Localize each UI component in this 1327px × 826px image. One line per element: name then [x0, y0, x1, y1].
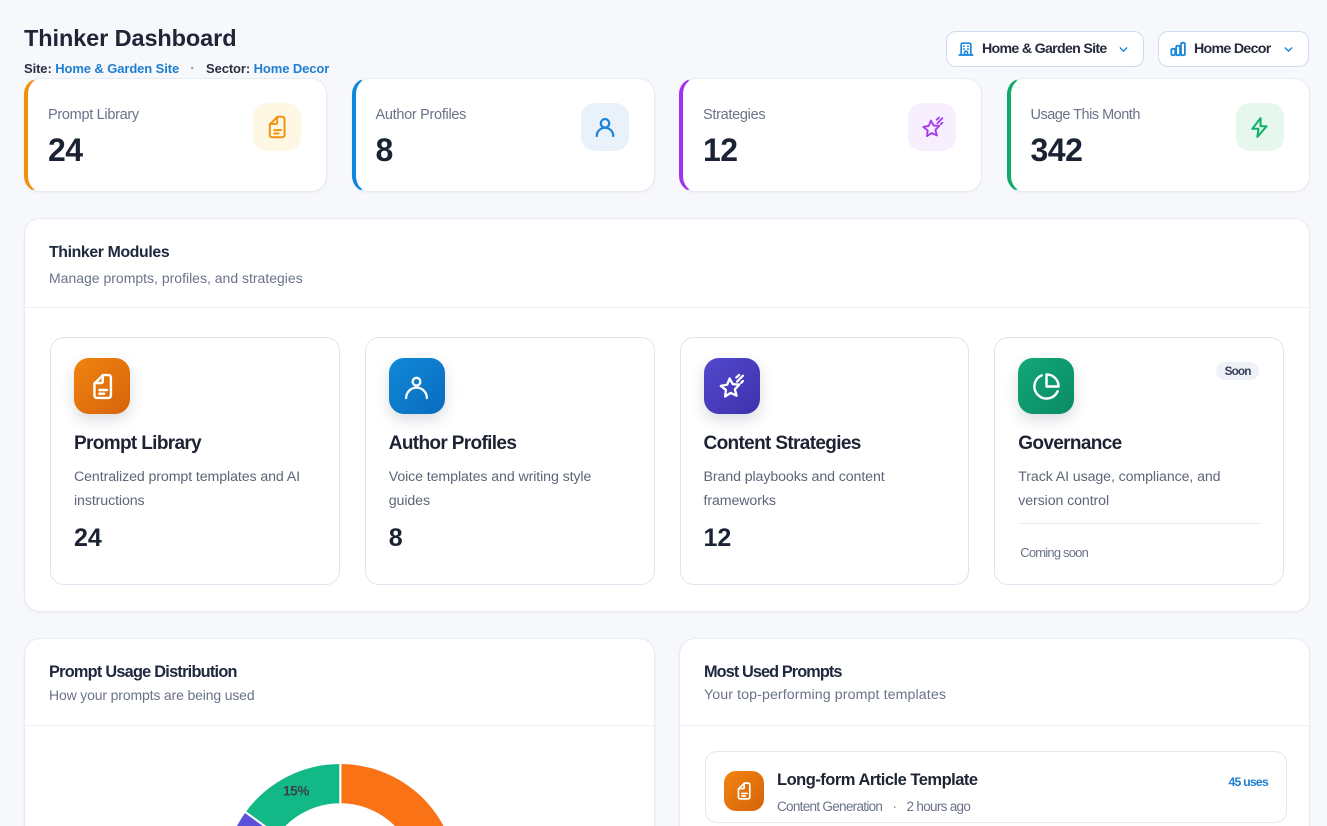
svg-text:15%: 15% [283, 784, 309, 799]
